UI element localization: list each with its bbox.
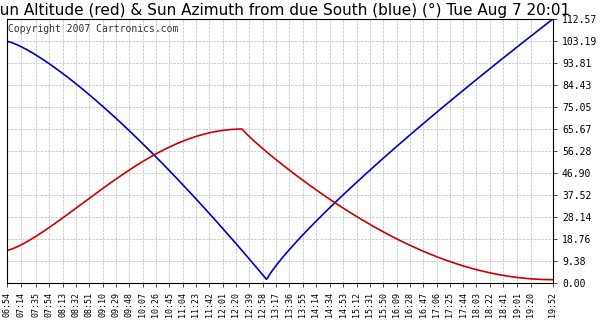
Title: Sun Altitude (red) & Sun Azimuth from due South (blue) (°) Tue Aug 7 20:01: Sun Altitude (red) & Sun Azimuth from du… [0,3,570,18]
Text: Copyright 2007 Cartronics.com: Copyright 2007 Cartronics.com [8,24,179,34]
